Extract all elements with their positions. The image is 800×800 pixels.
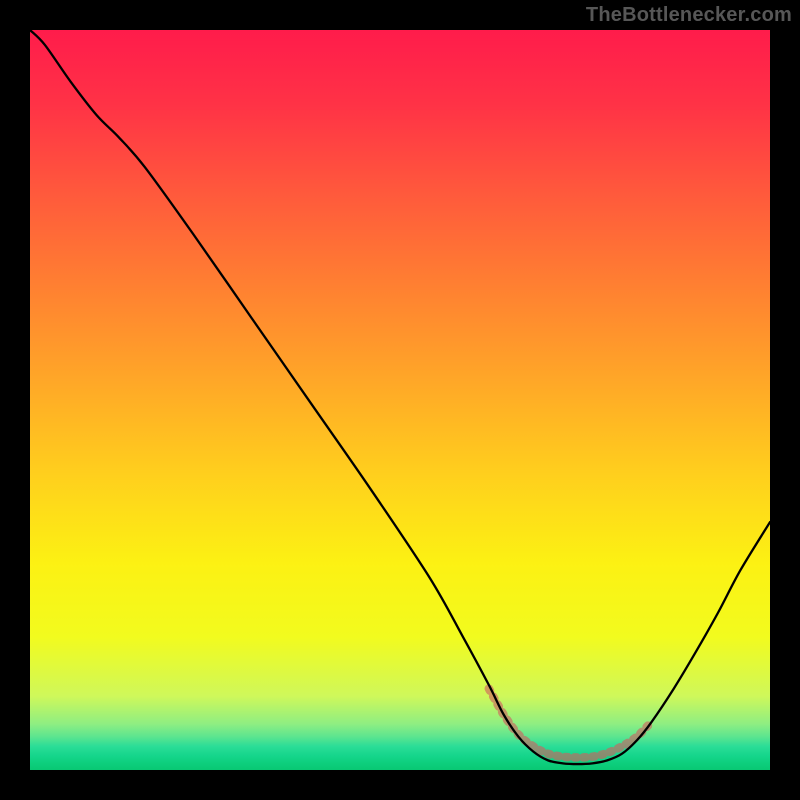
- chart-svg: [30, 30, 770, 770]
- gradient-background: [30, 30, 770, 770]
- plot-area: [30, 30, 770, 770]
- chart-frame: TheBottleneсker.com: [0, 0, 800, 800]
- watermark-text: TheBottleneсker.com: [586, 4, 792, 27]
